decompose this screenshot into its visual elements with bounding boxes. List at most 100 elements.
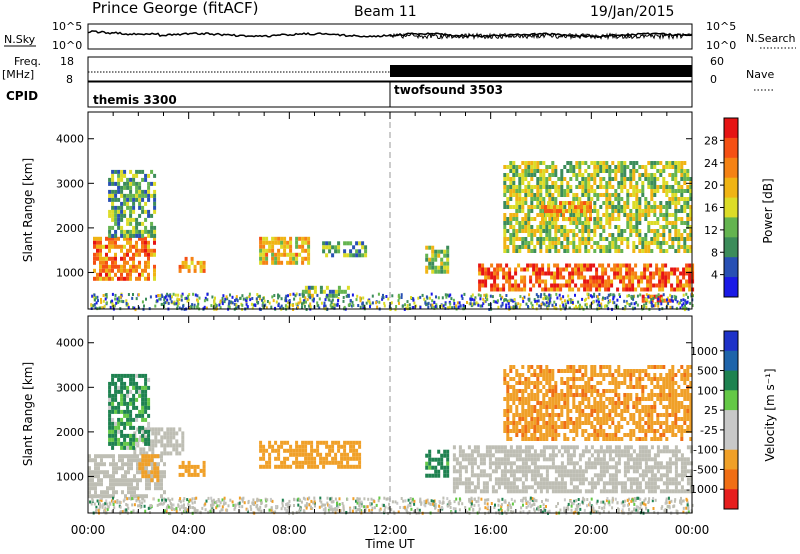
echo-cell <box>461 449 465 454</box>
echo-cell <box>616 287 620 292</box>
echo-cell <box>670 283 674 288</box>
echo-cell <box>108 240 111 245</box>
echo-cell <box>277 302 280 306</box>
echo-cell <box>295 302 298 306</box>
colorbar-segment <box>724 137 738 159</box>
echo-cell <box>541 263 545 268</box>
echo-cell <box>635 385 639 389</box>
echo-cell <box>607 263 611 268</box>
echo-cell <box>148 478 151 483</box>
echo-cell <box>532 263 536 268</box>
echo-cell <box>622 283 626 288</box>
echo-cell <box>593 249 597 253</box>
echo-cell <box>112 482 115 487</box>
echo-cell <box>535 275 539 280</box>
echo-cell <box>629 477 633 482</box>
echo-cell <box>584 413 588 417</box>
cpid-mode-1: themis 3300 <box>93 93 177 107</box>
echo-cell <box>434 469 438 474</box>
echo-cell <box>214 296 216 300</box>
echo-cell <box>509 469 513 474</box>
echo-cell <box>172 435 176 440</box>
echo-cell <box>509 181 513 185</box>
echo-cell <box>550 209 553 214</box>
echo-cell <box>614 433 618 437</box>
echo-cell <box>496 275 500 280</box>
echo-cell <box>453 305 456 309</box>
echo-cell <box>135 268 138 273</box>
echo-cell <box>328 289 332 294</box>
echo-cell <box>506 413 510 417</box>
echo-cell <box>271 236 275 241</box>
echo-cell <box>505 298 507 302</box>
echo-cell <box>587 417 591 421</box>
echo-cell <box>150 233 154 238</box>
echo-cell <box>598 292 601 296</box>
echo-cell <box>626 205 630 209</box>
echo-cell <box>638 177 642 181</box>
echo-cell <box>94 466 97 471</box>
echo-cell <box>105 264 108 269</box>
echo-cell <box>632 297 635 301</box>
echo-cell <box>304 452 308 457</box>
echo-cell <box>548 381 552 385</box>
echo-cell <box>596 381 600 385</box>
echo-cell <box>120 421 124 426</box>
echo-cell <box>626 469 630 474</box>
echo-cell <box>307 293 310 297</box>
echo-cell <box>560 397 564 401</box>
echo-cell <box>605 221 609 225</box>
echo-cell <box>331 456 335 461</box>
echo-cell <box>593 225 597 229</box>
echo-cell <box>533 369 537 373</box>
echo-cell <box>515 197 519 201</box>
echo-cell <box>676 275 680 280</box>
echo-cell <box>503 377 507 381</box>
echo-cell <box>680 461 684 466</box>
echo-cell <box>112 474 115 479</box>
echo-cell <box>230 300 233 304</box>
echo-cell <box>532 283 536 288</box>
echo-cell <box>565 217 568 222</box>
echo-cell <box>572 373 576 377</box>
echo-cell <box>623 213 627 217</box>
echo-cell <box>96 244 99 249</box>
echo-cell <box>568 283 572 288</box>
echo-cell <box>88 478 91 483</box>
echo-cell <box>494 465 498 470</box>
echo-cell <box>581 189 585 193</box>
echo-cell <box>138 373 142 378</box>
echo-cell <box>654 304 657 308</box>
echo-cell <box>536 485 540 490</box>
echo-cell <box>292 252 296 257</box>
echo-cell <box>169 451 173 456</box>
echo-cell <box>550 275 554 280</box>
echo-cell <box>286 252 290 257</box>
echo-cell <box>147 264 150 269</box>
echo-cell <box>656 205 660 209</box>
echo-cell <box>620 205 624 209</box>
echo-cell <box>548 185 552 189</box>
echo-cell <box>548 237 552 241</box>
echo-cell <box>559 209 562 214</box>
echo-cell <box>336 302 339 306</box>
echo-cell <box>626 421 630 425</box>
echo-cell <box>94 486 97 491</box>
echo-cell <box>120 201 124 206</box>
echo-cell <box>617 197 621 201</box>
echo-cell <box>490 275 494 280</box>
echo-cell <box>542 161 546 165</box>
echo-cell <box>542 393 546 397</box>
echo-cell <box>126 302 129 306</box>
echo-cell <box>512 389 516 393</box>
echo-cell <box>530 161 534 165</box>
echo-cell <box>533 453 537 458</box>
echo-cell <box>533 425 537 429</box>
echo-cell <box>647 213 651 217</box>
echo-cell <box>141 233 145 238</box>
echo-cell <box>548 197 552 201</box>
echo-cell <box>515 381 519 385</box>
echo-cell <box>295 256 299 261</box>
echo-cell <box>611 397 615 401</box>
echo-cell <box>599 473 603 478</box>
